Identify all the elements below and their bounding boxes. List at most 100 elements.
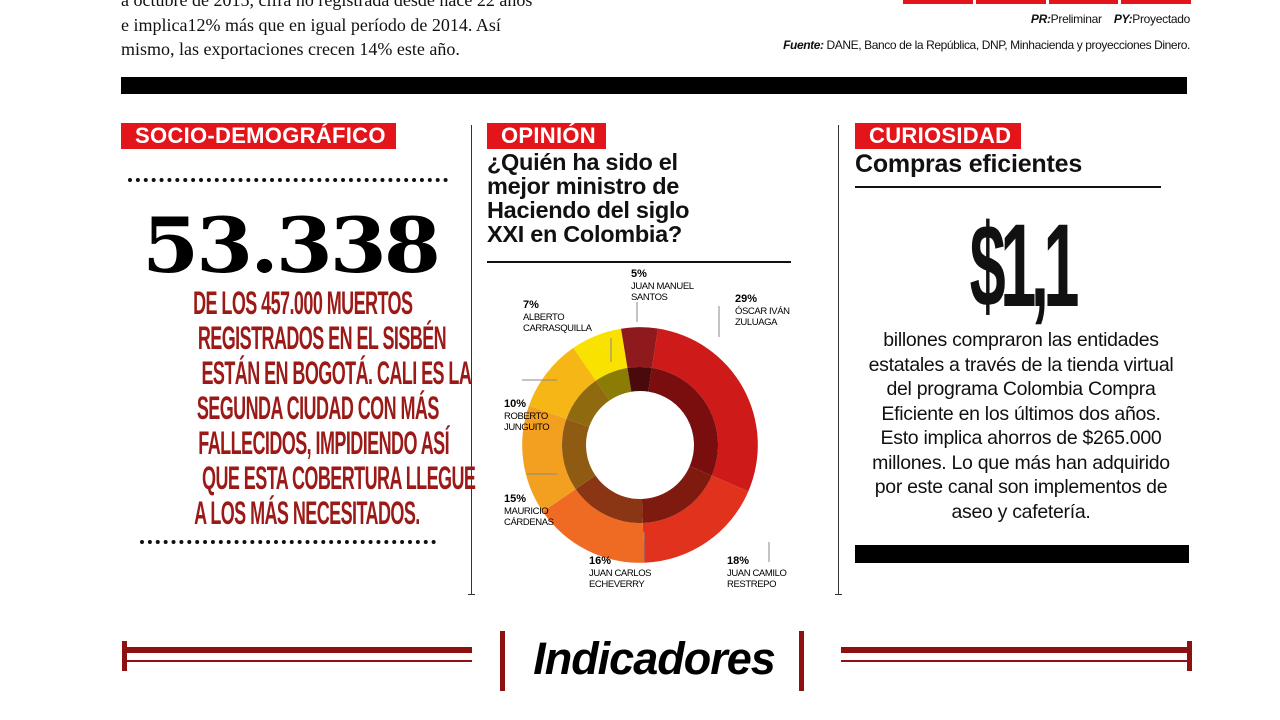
question-line: XXI en Colombia? bbox=[487, 222, 787, 246]
footer-rule bbox=[841, 647, 1191, 653]
socio-line-text: QUE ESTA COBERTURA LLEGUE bbox=[202, 460, 476, 496]
source-text: DANE, Banco de la República, DNP, Minhac… bbox=[823, 38, 1191, 52]
socio-line: DE LOS 457.000 MUERTOS bbox=[157, 286, 424, 321]
abbreviation-legend: PR:Preliminar PY:Proyectado bbox=[1031, 12, 1190, 26]
label-percent: 15% bbox=[504, 493, 526, 505]
top-article-text: a octubre de 2015, cifra no registrada d… bbox=[121, 0, 641, 62]
socio-line-text: ESTÁN EN BOGOTÁ. CALI ES LA bbox=[201, 355, 472, 391]
slice-alberto-carrasquilla bbox=[573, 328, 628, 381]
body-line: estatales a través de la tienda virtual bbox=[848, 353, 1194, 378]
question-line-text: ¿Quién ha sido el bbox=[487, 149, 678, 175]
slice-roberto-junguito bbox=[528, 347, 596, 419]
pr-text: Preliminar bbox=[1050, 12, 1102, 26]
body-line: aseo y cafetería. bbox=[848, 500, 1194, 525]
socio-line-text: SEGUNDA CIUDAD CON MÁS bbox=[196, 390, 440, 426]
socio-line: A LOS MÁS NECESITADOS. bbox=[157, 496, 424, 531]
top-article-line: mismo, las exportaciones crecen 14% este… bbox=[121, 39, 460, 59]
slice-inner-juan-manuel-santos bbox=[627, 367, 652, 392]
py-text: Proyectado bbox=[1132, 12, 1190, 26]
label-percent: 7% bbox=[523, 299, 539, 311]
footer-bracket bbox=[799, 631, 804, 691]
curiosidad-title: Compras eficientes bbox=[855, 150, 1083, 178]
amount-value: $1,1 bbox=[969, 200, 1080, 332]
body-line: billones compraron las entidades bbox=[848, 328, 1194, 353]
footer-endcap bbox=[122, 641, 127, 671]
label-name: SANTOS bbox=[631, 292, 668, 303]
slice-inner-oscar-ivan-zuluaga bbox=[648, 367, 718, 476]
section-label-opinion: OPINIÓN bbox=[487, 123, 606, 149]
socio-line: QUE ESTA COBERTURA LLEGUE bbox=[157, 461, 476, 496]
label-name: MAURICIO bbox=[504, 506, 548, 517]
socio-line-text: A LOS MÁS NECESITADOS. bbox=[194, 495, 420, 531]
body-line-text: por este canal son implementos de bbox=[874, 476, 1168, 498]
label-name: ZULUAGA bbox=[735, 317, 778, 328]
footer-endcap bbox=[1187, 641, 1192, 671]
slice-inner-mauricio-cardenas bbox=[562, 418, 596, 490]
label-name: ALBERTO bbox=[523, 312, 564, 323]
slice-inner-juan-carlos-echeverry bbox=[575, 475, 643, 523]
top-article-line: a octubre de 2015, cifra no registrada d… bbox=[121, 0, 533, 10]
section-label-curiosidad: CURIOSIDAD bbox=[855, 123, 1022, 149]
label-name: CARRASQUILLA bbox=[523, 323, 593, 334]
question-line-text: Haciendo del siglo bbox=[487, 197, 690, 223]
body-line: del programa Colombia Compra bbox=[848, 377, 1194, 402]
source-label: Fuente: bbox=[783, 38, 824, 52]
label-name: CÁRDENAS bbox=[504, 517, 554, 528]
slice-mauricio-cardenas bbox=[522, 405, 576, 512]
label-percent: 18% bbox=[727, 555, 749, 567]
socio-text: DE LOS 457.000 MUERTOS REGISTRADOS EN EL … bbox=[112, 286, 476, 531]
indicadores-title: Indicadores bbox=[533, 633, 776, 684]
top-article-line: e implica12% más que en igual período de… bbox=[121, 14, 501, 35]
dotted-divider bbox=[128, 178, 448, 182]
socio-line: SEGUNDA CIUDAD CON MÁS bbox=[157, 391, 440, 426]
body-line-text: billones compraron las entidades bbox=[883, 329, 1159, 351]
body-line-text: Esto implica ahorros de $265.000 bbox=[880, 427, 1162, 449]
socio-line-text: FALLECIDOS, IMPIDIENDO ASÍ bbox=[198, 425, 450, 461]
label-name: JUNGUITO bbox=[504, 422, 549, 433]
body-line: Eficiente en los últimos dos años. bbox=[848, 402, 1194, 427]
opinion-question: ¿Quién ha sido el mejor ministro de Hacien… bbox=[487, 150, 787, 246]
question-line-text: XXI en Colombia? bbox=[487, 221, 682, 247]
body-line: Esto implica ahorros de $265.000 bbox=[848, 426, 1194, 451]
slice-juan-manuel-santos bbox=[621, 327, 658, 369]
footer-rule bbox=[124, 647, 472, 653]
question-line: ¿Quién ha sido el bbox=[487, 150, 787, 174]
question-line-text: mejor ministro de bbox=[487, 173, 680, 199]
socio-line: ESTÁN EN BOGOTÁ. CALI ES LA bbox=[157, 356, 471, 391]
slice-juan-camilo-restrepo bbox=[642, 475, 749, 563]
big-amount: $1,1 bbox=[855, 196, 1189, 336]
socio-line: REGISTRADOS EN EL SISBÉN bbox=[157, 321, 447, 356]
slice-oscar-ivan-zuluaga bbox=[651, 328, 758, 492]
label-name: RESTREPO bbox=[727, 579, 776, 590]
slice-juan-carlos-echeverry bbox=[542, 489, 645, 563]
label-percent: 10% bbox=[504, 398, 526, 410]
body-line-text: del programa Colombia Compra bbox=[886, 378, 1156, 400]
label-name: JUAN MANUEL bbox=[631, 281, 694, 292]
label-name: ROBERTO bbox=[504, 411, 548, 422]
source-note: Fuente: DANE, Banco de la República, DNP… bbox=[783, 38, 1190, 52]
slice-inner-juan-camilo-restrepo bbox=[641, 466, 712, 523]
body-line-text: Eficiente en los últimos dos años. bbox=[881, 402, 1161, 425]
section-label-socio: SOCIO-DEMOGRÁFICO bbox=[121, 123, 396, 149]
label-name: ÓSCAR IVÁN bbox=[735, 306, 790, 317]
slice-inner-alberto-carrasquilla bbox=[595, 368, 632, 401]
label-percent: 16% bbox=[589, 555, 611, 567]
footer-bracket bbox=[500, 631, 505, 691]
title-underline bbox=[855, 186, 1161, 188]
dotted-divider bbox=[140, 540, 436, 544]
body-line-text: millones. Lo que más han adquirido bbox=[872, 451, 1170, 474]
column-rule bbox=[835, 125, 842, 595]
footer-rule bbox=[841, 660, 1191, 662]
pr-abbr: PR: bbox=[1030, 12, 1051, 26]
label-name: ECHEVERRY bbox=[589, 579, 645, 590]
title-underline bbox=[487, 261, 791, 263]
body-line: millones. Lo que más han adquirido bbox=[848, 451, 1194, 476]
red-tab-strip bbox=[903, 0, 1191, 4]
